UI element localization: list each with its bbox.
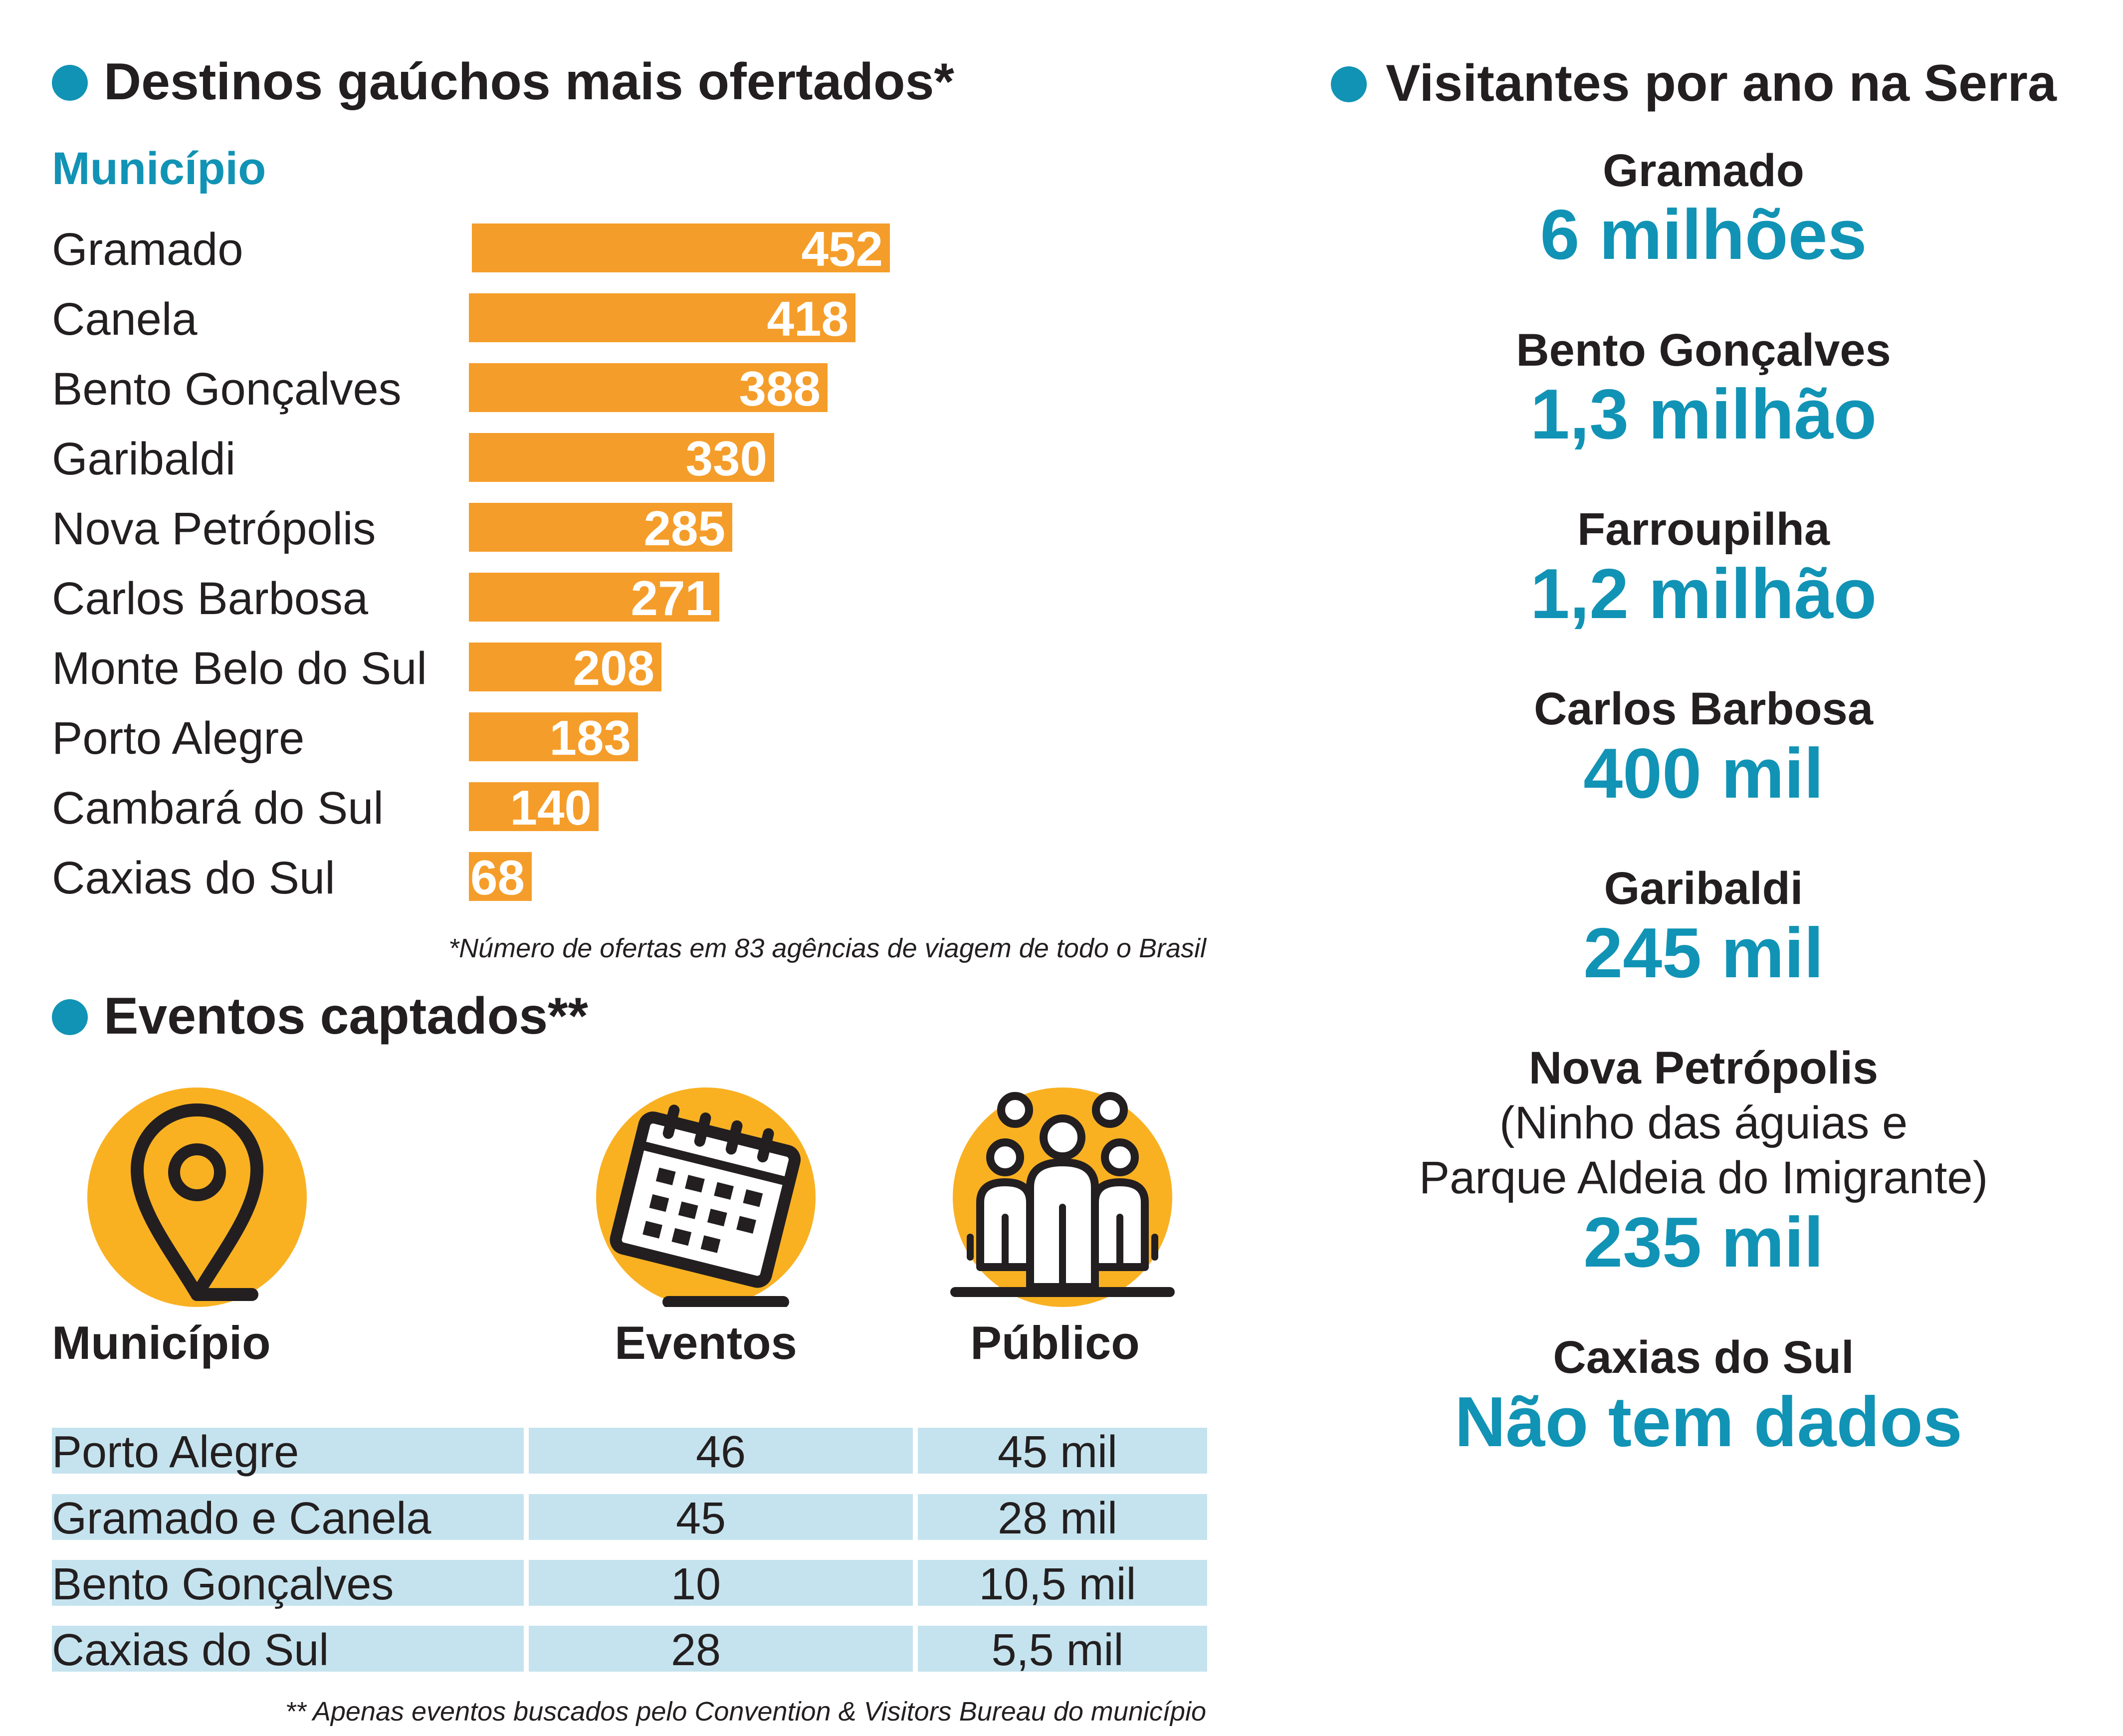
- visitantes-title: Visitantes por ano na Serra: [1386, 54, 2057, 112]
- visitor-value: 400 mil: [1583, 734, 1824, 813]
- visitor-value: 235 mil: [1583, 1203, 1824, 1282]
- bar-value-label: 452: [801, 221, 883, 276]
- row-publico: 28 mil: [997, 1494, 1118, 1543]
- section-bullet: [52, 999, 88, 1035]
- bar: [469, 712, 638, 761]
- bar-category-label: Garibaldi: [52, 434, 236, 484]
- bar-category-label: Monte Belo do Sul: [52, 643, 427, 694]
- table-cell: [52, 1560, 524, 1606]
- bar-value-label: 330: [685, 431, 767, 486]
- bar-value-label: 183: [549, 710, 631, 765]
- table-cell: [918, 1494, 1207, 1540]
- bar-value-label: 388: [739, 361, 821, 416]
- table-cell: [918, 1428, 1207, 1474]
- bar-category-label: Caxias do Sul: [52, 853, 335, 903]
- row-eventos: 45: [675, 1494, 726, 1543]
- people-group-icon: [950, 1087, 1175, 1307]
- visitor-value: 6 milhões: [1540, 195, 1867, 274]
- bar-category-label: Bento Gonçalves: [52, 364, 402, 415]
- section-bullet: [52, 65, 88, 101]
- table-cell: [529, 1428, 913, 1474]
- visitor-subtitle: Parque Aldeia do Imigrante): [1419, 1152, 1988, 1203]
- row-municipio: Bento Gonçalves: [52, 1559, 394, 1609]
- visitor-value: 1,2 milhão: [1530, 554, 1877, 634]
- visitor-value: 1,3 milhão: [1530, 375, 1877, 454]
- row-municipio: Porto Alegre: [52, 1427, 299, 1477]
- bar: [469, 852, 532, 901]
- bar: [469, 643, 661, 691]
- table-cell: [529, 1626, 913, 1672]
- bar-category-label: Canela: [52, 294, 198, 345]
- table-cell: [529, 1494, 913, 1540]
- table-cell: [918, 1626, 1207, 1672]
- bar-category-label: Porto Alegre: [52, 713, 305, 764]
- visitor-name: Nova Petrópolis: [1528, 1043, 1879, 1093]
- bar: [469, 782, 599, 831]
- bar-value-label: 140: [510, 780, 592, 835]
- col-publico-header: Público: [970, 1316, 1140, 1369]
- visitor-subtitle: (Ninho das águias e: [1499, 1097, 1908, 1148]
- visitor-name: Caxias do Sul: [1553, 1332, 1854, 1383]
- destinos-title: Destinos gaúchos mais ofertados*: [104, 53, 954, 111]
- table-cell: [529, 1560, 913, 1606]
- destinos-subtitle: Município: [52, 143, 266, 194]
- bar-category-label: Cambará do Sul: [52, 783, 384, 834]
- bar: [469, 363, 828, 412]
- col-municipio-header: Município: [52, 1316, 271, 1369]
- bar: [469, 293, 855, 342]
- visitor-value: Não tem dados: [1455, 1382, 1962, 1462]
- visitor-name: Gramado: [1603, 145, 1804, 196]
- bar-category-label: Carlos Barbosa: [52, 573, 369, 624]
- bar-category-label: Nova Petrópolis: [52, 503, 376, 554]
- table-cell: [52, 1494, 524, 1540]
- section-bullet: [1331, 66, 1367, 102]
- bar-value-label: 271: [631, 571, 712, 626]
- row-publico: 10,5 mil: [979, 1559, 1136, 1609]
- visitor-value: 245 mil: [1583, 913, 1824, 993]
- row-publico: 45 mil: [997, 1427, 1118, 1477]
- bar-value-label: 285: [643, 501, 725, 556]
- row-eventos: 28: [670, 1625, 721, 1675]
- bar-category-label: Gramado: [52, 224, 243, 275]
- eventos-footnote: ** Apenas eventos buscados pelo Conventi…: [285, 1697, 1206, 1727]
- table-cell: [918, 1560, 1207, 1606]
- bar: [469, 503, 732, 552]
- row-eventos: 46: [695, 1427, 746, 1477]
- calendar-icon: [594, 1087, 818, 1308]
- visitor-name: Bento Gonçalves: [1516, 325, 1891, 376]
- row-municipio: Gramado e Canela: [52, 1494, 431, 1543]
- visitor-name: Carlos Barbosa: [1533, 683, 1874, 734]
- table-cell: [52, 1626, 524, 1672]
- bar-value-label: 68: [470, 850, 525, 905]
- row-municipio: Caxias do Sul: [52, 1625, 329, 1675]
- row-eventos: 10: [670, 1559, 721, 1609]
- table-cell: [52, 1428, 524, 1474]
- eventos-title: Eventos captados**: [104, 987, 588, 1045]
- row-publico: 5,5 mil: [991, 1625, 1124, 1675]
- bar-value-label: 418: [767, 291, 849, 346]
- map-pin-icon: [85, 1087, 309, 1307]
- col-eventos-header: Eventos: [615, 1316, 797, 1369]
- bar: [469, 433, 774, 482]
- visitor-name: Garibaldi: [1604, 863, 1803, 914]
- bar-value-label: 208: [573, 641, 654, 695]
- bar: [469, 573, 719, 622]
- bar: [472, 223, 890, 272]
- visitor-name: Farroupilha: [1577, 504, 1830, 555]
- destinos-footnote: *Número de ofertas em 83 agências de via…: [448, 933, 1206, 963]
